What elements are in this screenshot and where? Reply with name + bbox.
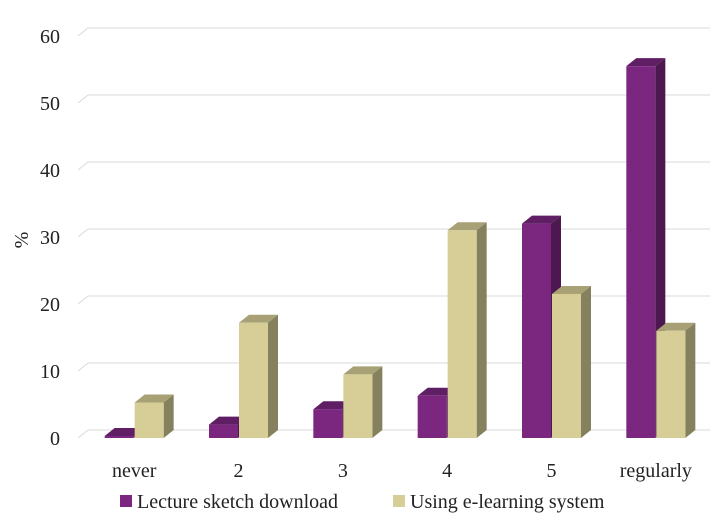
bar-front xyxy=(552,293,581,438)
x-tick-label: regularly xyxy=(620,460,692,482)
bar xyxy=(656,322,696,438)
bar xyxy=(239,314,278,438)
bar-top xyxy=(313,401,353,410)
y-tick-label: 10 xyxy=(40,361,60,383)
x-axis-ticks: never 2 3 4 5 regularly xyxy=(112,460,692,482)
bar-top xyxy=(343,366,383,375)
bar-top xyxy=(522,215,561,224)
gridlines xyxy=(77,27,710,439)
bar-front xyxy=(134,402,164,438)
bar xyxy=(343,366,383,438)
y-tick-label: 0 xyxy=(50,428,60,450)
bar-front xyxy=(656,330,686,438)
gridline-depth xyxy=(77,228,89,238)
gridline-depth xyxy=(77,429,89,439)
y-tick-label: 60 xyxy=(40,26,60,48)
bar-front xyxy=(209,424,238,438)
x-tick-label: never xyxy=(112,460,157,482)
bar-top xyxy=(239,314,278,323)
gridline-depth xyxy=(77,161,89,171)
bar-front xyxy=(417,395,447,438)
bar-side xyxy=(476,222,487,438)
gridline-depth xyxy=(77,362,89,372)
bar-side xyxy=(581,285,591,438)
legend-swatch xyxy=(120,495,132,507)
bar-front xyxy=(522,223,551,438)
y-axis-title: % xyxy=(11,232,33,249)
bar-top xyxy=(552,285,591,294)
bar-front xyxy=(343,374,373,438)
bar-front xyxy=(239,322,268,438)
bar-top xyxy=(447,222,487,231)
bars xyxy=(104,58,696,439)
bar xyxy=(447,222,487,438)
x-tick-label: 2 xyxy=(234,460,244,482)
gridline-depth xyxy=(77,27,89,37)
bar-front xyxy=(313,409,343,438)
legend: Lecture sketch download Using e-learning … xyxy=(120,491,605,513)
y-tick-label: 30 xyxy=(40,227,60,249)
legend-swatch xyxy=(393,495,405,507)
bar-front xyxy=(447,230,477,438)
y-tick-label: 20 xyxy=(40,294,60,316)
bar-top xyxy=(134,394,174,403)
bar-side xyxy=(685,322,696,438)
bar-front xyxy=(626,66,656,439)
bar-top xyxy=(656,322,696,331)
x-tick-label: 4 xyxy=(442,460,452,482)
legend-label: Using e-learning system xyxy=(410,491,605,513)
y-axis-ticks: 0 10 20 30 40 50 60 xyxy=(40,26,60,450)
bar-side xyxy=(268,314,278,438)
y-tick-label: 40 xyxy=(40,160,60,182)
x-tick-label: 5 xyxy=(547,460,557,482)
bar-side xyxy=(163,394,174,438)
legend-label: Lecture sketch download xyxy=(137,491,338,513)
y-tick-label: 50 xyxy=(40,93,60,115)
bar xyxy=(552,285,591,438)
bar-side xyxy=(372,366,383,438)
gridline-depth xyxy=(77,295,89,305)
bar-top xyxy=(104,427,144,436)
bar-front xyxy=(104,435,134,438)
bar-top xyxy=(417,387,457,396)
bar xyxy=(134,394,174,438)
bar-top xyxy=(626,58,666,67)
x-tick-label: 3 xyxy=(338,460,348,482)
gridline-depth xyxy=(77,94,89,104)
bar-top xyxy=(209,416,248,425)
